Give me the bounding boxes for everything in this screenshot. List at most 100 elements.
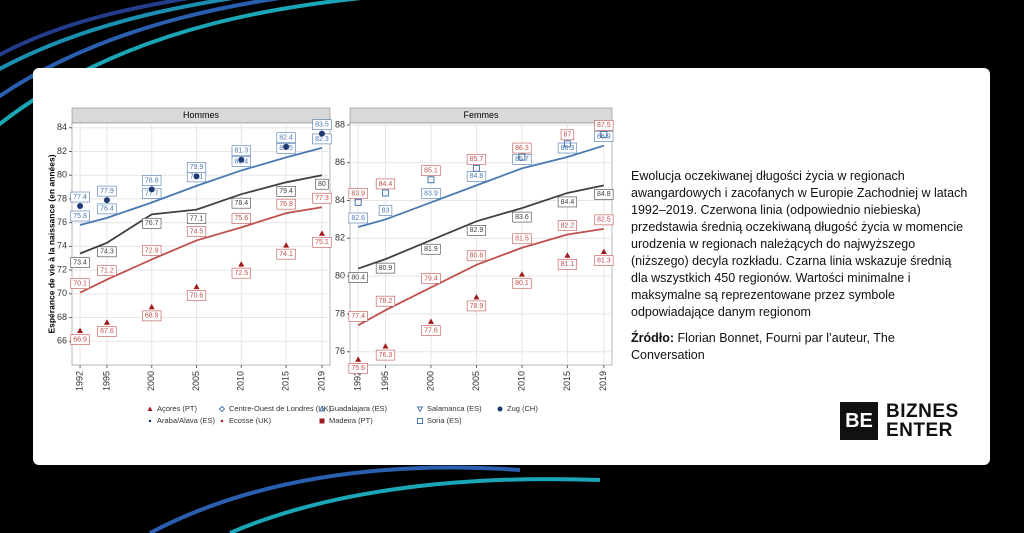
line — [357, 184, 604, 270]
value-label: 72.5 — [235, 270, 249, 277]
label-box — [276, 198, 296, 210]
value-label: 77.7 — [145, 190, 159, 197]
value-label: 74.3 — [100, 249, 114, 256]
panel-title: Hommes — [183, 110, 220, 120]
x-tick-label: 2019 — [598, 371, 608, 391]
label-box — [186, 290, 207, 302]
value-label: 81.3 — [597, 257, 611, 264]
marker — [318, 405, 326, 412]
label-box — [375, 178, 396, 190]
marker — [518, 271, 525, 277]
label-box — [421, 325, 441, 336]
label-box — [421, 273, 441, 284]
marker — [497, 406, 503, 412]
x-tick-label: 2005 — [471, 371, 481, 391]
label-box — [512, 233, 532, 245]
line — [357, 227, 604, 327]
line — [357, 144, 605, 228]
source: Źródło: Florian Bonnet, Fourni par l’aut… — [631, 330, 971, 364]
value-label: 83.9 — [424, 190, 438, 197]
legend-label: Açores (PT) — [157, 404, 198, 413]
x-tick-label: 2015 — [280, 371, 290, 391]
label-box — [348, 310, 368, 322]
value-label: 76.7 — [145, 220, 159, 227]
marker — [148, 303, 155, 310]
y-tick-label: 78 — [57, 193, 67, 203]
y-tick-label: 72 — [57, 264, 67, 274]
value-label: 82.2 — [561, 222, 575, 229]
value-label: 77.9 — [100, 188, 114, 195]
x-tick-label: 2010 — [516, 371, 526, 391]
x-tick-label: 2019 — [316, 371, 326, 391]
value-label: 84.4 — [561, 199, 575, 206]
value-label: 75.1 — [315, 239, 329, 246]
logo-line: BIZNES — [886, 401, 959, 422]
label-box — [421, 188, 441, 199]
value-label: 77.3 — [315, 195, 329, 202]
label-box — [186, 213, 207, 224]
marker — [238, 261, 245, 267]
label-box — [378, 205, 393, 216]
value-label: 86.3 — [561, 145, 575, 152]
x-tick-label: 1992 — [74, 371, 84, 391]
value-label: 77.6 — [424, 327, 438, 334]
value-label: 76.4 — [100, 206, 114, 213]
marker — [77, 203, 84, 210]
value-label: 67.6 — [100, 328, 114, 335]
value-label: 84.4 — [379, 181, 393, 188]
value-label: 75.6 — [235, 215, 249, 222]
label-box — [466, 225, 487, 236]
value-label: 84.8 — [470, 173, 484, 180]
value-label: 86.3 — [515, 145, 529, 152]
y-tick-label: 74 — [57, 241, 67, 251]
value-label: 75.6 — [351, 365, 365, 372]
label-box — [97, 185, 117, 197]
marker — [381, 189, 389, 197]
label-box — [231, 197, 251, 209]
label-box — [276, 248, 296, 260]
x-tick-label: 2010 — [236, 371, 246, 391]
value-label: 80.9 — [379, 265, 393, 272]
y-axis-label: Espérance de vie à la naissance (en anné… — [46, 154, 56, 333]
value-label: 79.9 — [190, 164, 204, 171]
legend-label: Madeira (PT) — [329, 416, 373, 425]
label-box — [512, 277, 532, 289]
value-label: 78.8 — [145, 177, 159, 184]
line — [79, 147, 323, 226]
marker — [318, 130, 325, 137]
label-box — [375, 349, 396, 361]
value-label: 70.6 — [190, 293, 204, 300]
marker — [563, 140, 571, 148]
marker — [193, 173, 200, 180]
marker — [77, 327, 84, 333]
label-box — [421, 243, 441, 255]
marker — [354, 198, 362, 206]
y-tick-label: 78 — [335, 308, 345, 318]
panel-title: Femmes — [463, 110, 499, 120]
value-label: 78.4 — [235, 200, 249, 207]
logo-words: BIZNES ENTER — [886, 402, 959, 440]
x-tick-label: 2000 — [146, 371, 156, 391]
legend-label: Soria (ES) — [427, 416, 462, 425]
label-box — [560, 129, 575, 141]
label-box — [348, 212, 368, 224]
caption: Ewolucja oczekiwanej długości życia w re… — [631, 169, 968, 319]
x-tick-label: 1995 — [380, 371, 390, 391]
label-box — [186, 226, 207, 237]
value-label: 75.8 — [73, 213, 87, 220]
marker — [600, 130, 608, 138]
y-tick-label: 86 — [335, 157, 345, 167]
value-label: 83.9 — [351, 190, 365, 197]
marker — [319, 418, 325, 424]
label-box — [594, 189, 614, 200]
source-label: Źródło: — [631, 331, 675, 345]
marker — [238, 156, 245, 163]
value-label: 78.9 — [470, 303, 484, 310]
marker — [147, 406, 153, 411]
value-label: 81.5 — [515, 236, 529, 243]
marker — [148, 419, 152, 423]
marker — [283, 242, 290, 248]
x-tick-label: 1995 — [101, 371, 111, 391]
y-tick-label: 76 — [57, 217, 67, 227]
label-box — [594, 120, 614, 131]
